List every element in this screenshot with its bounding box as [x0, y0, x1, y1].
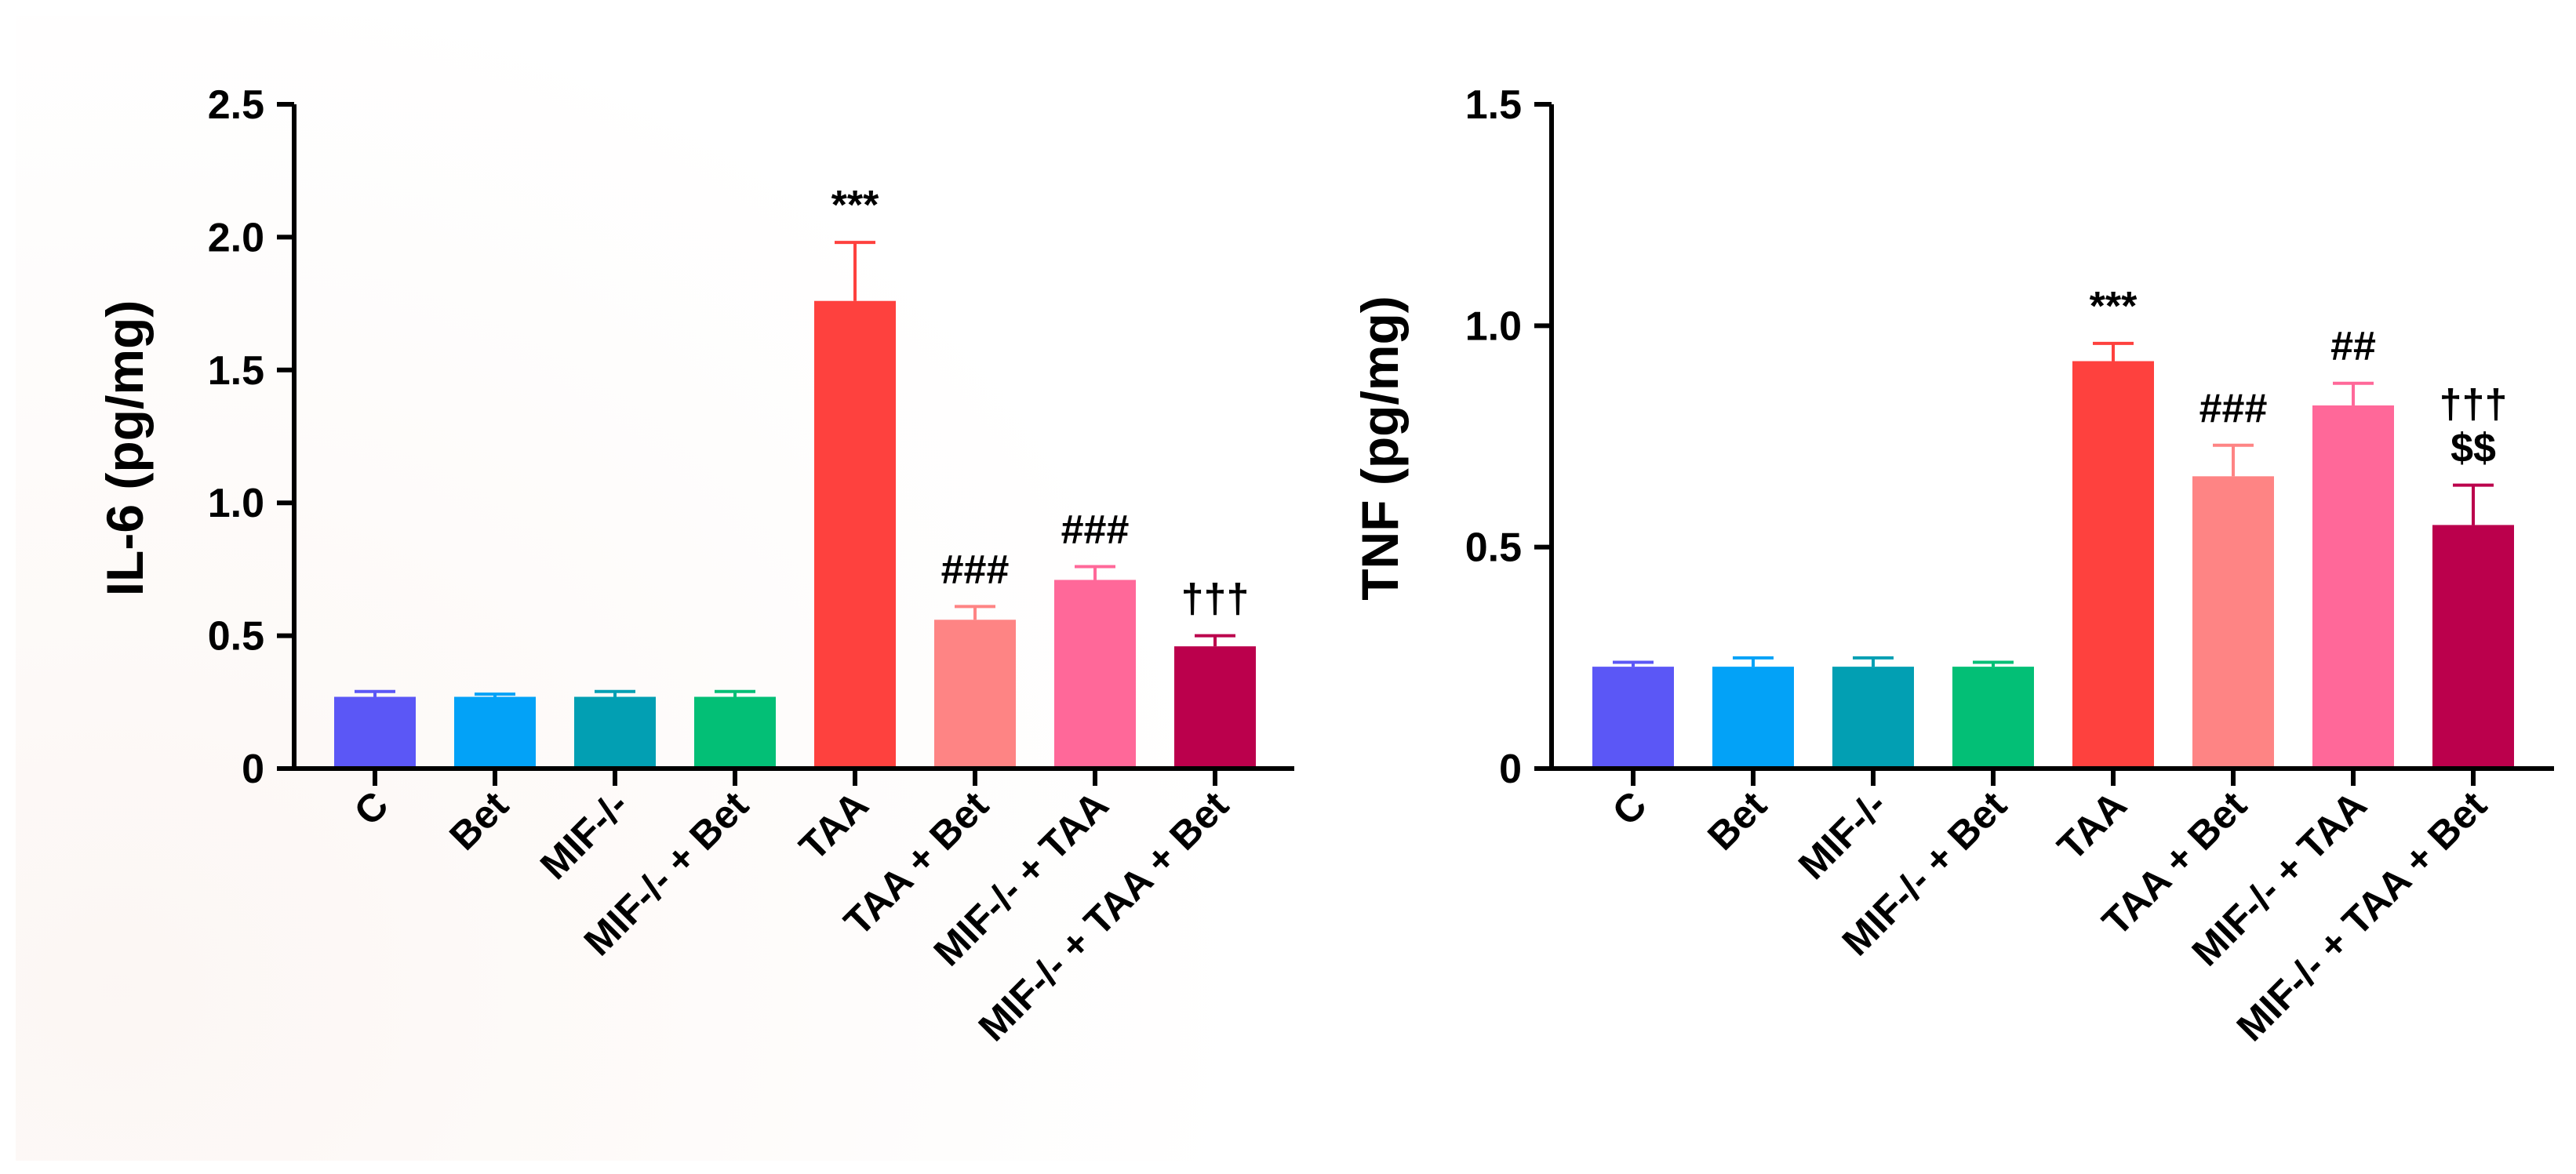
tnf-bar-3	[1952, 667, 2034, 769]
il6-annotation-7: †††	[1181, 576, 1250, 622]
tnf-annotation-4: ***	[2090, 284, 2138, 329]
tnf-ytick-label-0: 0	[1499, 747, 1522, 792]
il6-bar-0	[334, 696, 416, 769]
il6-bar-3	[694, 696, 776, 769]
tnf-bar-4	[2072, 361, 2154, 769]
tnf-ytick-label-1: 0.5	[1465, 525, 1522, 571]
il6-annotation-6: ###	[1061, 507, 1130, 553]
tnf-annotation-7-0: †††	[2440, 382, 2508, 427]
il6-ytick-label-0: 0	[242, 747, 264, 792]
tnf-bar-5	[2192, 476, 2274, 769]
il6-bar-5	[934, 620, 1016, 769]
tnf-bar-2	[1832, 667, 1914, 769]
il6-ytick-label-3: 1.5	[208, 348, 264, 394]
il6-ytick-label-4: 2.0	[208, 215, 264, 260]
il6-bar-2	[574, 696, 656, 769]
il6-bar-1	[454, 696, 536, 769]
il6-ytick-label-2: 1.0	[208, 481, 264, 526]
il6-annotation-5: ###	[941, 547, 1010, 592]
il6-bar-6	[1054, 580, 1136, 769]
il6-ytick-label-1: 0.5	[208, 614, 264, 660]
tnf-ytick-label-3: 1.5	[1465, 82, 1522, 128]
tnf-annotation-6: ##	[2330, 324, 2376, 369]
il6-y-axis-title: IL-6 (pg/mg)	[96, 300, 154, 597]
tnf-y-axis-title: TNF (pg/mg)	[1351, 296, 1409, 601]
tnf-bar-1	[1712, 667, 1794, 769]
tnf-bar-6	[2312, 405, 2394, 769]
tnf-bar-7	[2432, 525, 2514, 769]
tnf-annotation-5: ###	[2199, 386, 2268, 431]
tnf-annotation-7-1: $$	[2450, 426, 2496, 471]
il6-bar-4	[814, 300, 896, 769]
il6-bar-7	[1174, 646, 1256, 769]
tnf-bar-0	[1592, 667, 1674, 769]
il6-ytick-label-5: 2.5	[208, 82, 264, 128]
il6-annotation-4: ***	[831, 183, 879, 228]
tnf-ytick-label-2: 1.0	[1465, 303, 1522, 349]
